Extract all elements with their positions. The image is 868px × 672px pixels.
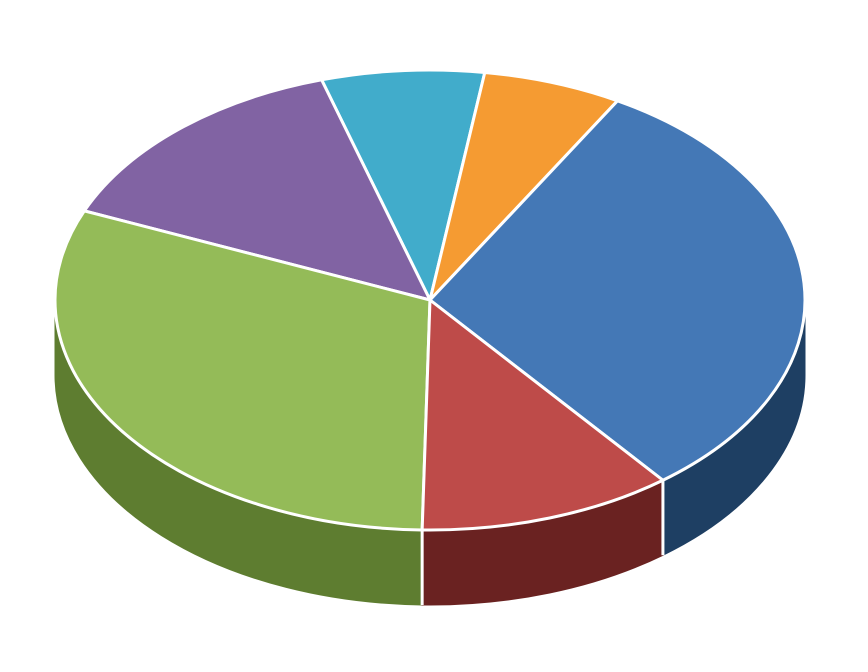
- pie-chart-3d: [0, 0, 868, 672]
- pie-chart-svg: [0, 0, 868, 672]
